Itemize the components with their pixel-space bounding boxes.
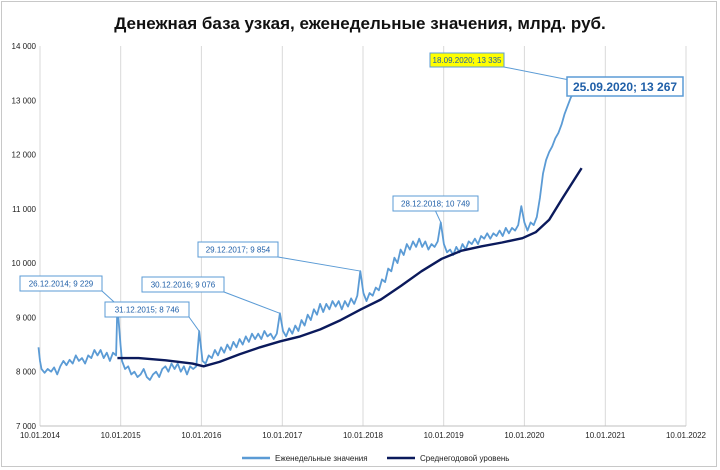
annotation-leader [223,291,281,314]
x-tick-label: 10.01.2022 [666,431,707,440]
series-line-average [117,167,583,368]
y-tick-label: 9 000 [16,313,37,322]
annotation-label: 26.12.2014; 9 229 [29,280,94,289]
annotation-label: 28.12.2018; 10 749 [401,200,471,209]
x-tick-label: 10.01.2021 [585,431,626,440]
x-tick-label: 10.01.2018 [343,431,384,440]
y-axis: 7 000 8 000 9 000 10 000 11 000 12 000 13 000 1… [12,42,37,431]
annotation-label: 18.09.2020; 13 335 [433,56,503,65]
y-tick-label: 14 000 [12,42,37,51]
annotation-label: 29.12.2017; 9 854 [206,246,271,255]
annotation-box [392,195,479,212]
x-tick-label: 10.01.2020 [504,431,545,440]
y-tick-label: 13 000 [12,96,37,105]
annotation-leader [188,316,200,332]
legend-label-average: Среднегодовой уровень [420,454,509,463]
annotation-box [566,76,684,97]
x-tick-label: 10.01.2019 [424,431,465,440]
annotation-label: 25.09.2020; 13 267 [573,80,677,94]
y-tick-label: 11 000 [12,205,36,214]
y-tick-label: 10 000 [12,259,37,268]
annotation-label: 30.12.2016; 9 076 [151,281,216,290]
y-tick-label: 12 000 [12,151,37,160]
legend: Еженедельные значения Среднегодовой уров… [242,454,509,463]
annotation-box [104,301,190,318]
x-tick-label: 10.01.2015 [101,431,142,440]
annotation-box [19,275,103,292]
annotation-layer: 26.12.2014; 9 229 31.12.2015; 8 746 30.12.… [19,52,684,332]
annotation-leader [277,256,361,272]
annotation-box [429,52,505,68]
chart-title: Денежная база узкая, еженедельные значен… [114,14,606,33]
y-tick-label: 8 000 [16,368,37,377]
annotation-leader [435,210,442,223]
x-tick-label: 10.01.2017 [262,431,303,440]
grid [39,46,687,426]
annotation-box [197,241,279,258]
annotation-box [141,276,225,293]
series-line-weekly [37,81,583,381]
y-tick-label: 7 000 [16,422,37,431]
legend-label-weekly: Еженедельные значения [275,454,368,463]
x-tick-label: 10.01.2016 [181,431,222,440]
x-axis: 10.01.2014 10.01.2015 10.01.2016 10.01.2017… [20,425,707,440]
x-tick-label: 10.01.2014 [20,431,61,440]
series-layer [37,81,583,381]
annotation-label: 31.12.2015; 8 746 [115,306,180,315]
